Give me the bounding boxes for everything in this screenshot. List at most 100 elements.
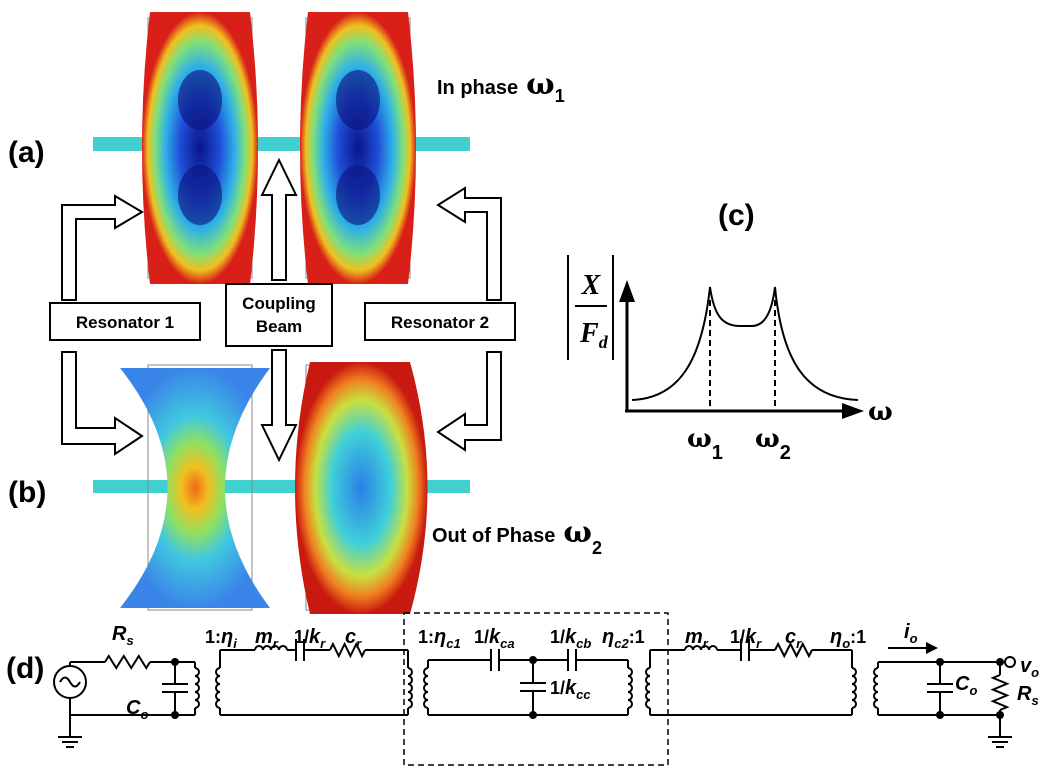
- coil: [852, 668, 856, 708]
- subscript: cb: [576, 636, 591, 651]
- capacitor: [927, 684, 953, 692]
- component-label: mr: [685, 626, 709, 651]
- label-symbol: C: [955, 673, 970, 695]
- component-label: 1:ηc1: [418, 626, 461, 651]
- numerator: X: [581, 270, 602, 301]
- coil: [628, 668, 632, 708]
- junction: [171, 711, 179, 719]
- capacitor: [568, 649, 576, 671]
- label-prefix: 1/: [550, 678, 565, 698]
- arrow: [62, 352, 142, 454]
- arrow: [62, 196, 142, 300]
- coil: [874, 668, 878, 708]
- label-suffix: :1: [629, 627, 645, 647]
- subscript: o: [969, 683, 977, 698]
- component-label: cr: [785, 626, 802, 651]
- figure: (a) (b) (c) (d) Resonator 1 Coupling Bea…: [0, 0, 1061, 775]
- label-symbol: c: [345, 626, 356, 648]
- ground: [58, 737, 82, 747]
- subscript: 2: [780, 442, 791, 464]
- label-prefix: 1:: [205, 627, 221, 647]
- response-curve: [632, 287, 858, 400]
- junction: [936, 711, 944, 719]
- label-suffix: :1: [850, 627, 866, 647]
- mode-lobe: [336, 70, 380, 130]
- subscript: s: [126, 633, 133, 648]
- panel-label: (d): [6, 652, 44, 685]
- coil: [195, 668, 199, 708]
- arrowhead: [842, 403, 864, 419]
- denominator: Fd: [579, 318, 609, 352]
- arrow: [262, 160, 296, 280]
- subscript: ca: [500, 636, 514, 651]
- subscript: r: [320, 636, 326, 651]
- label-symbol: η: [434, 626, 446, 648]
- mode-lobe: [178, 165, 222, 225]
- component-label: Rs: [1017, 683, 1039, 708]
- label-symbol: m: [685, 626, 703, 648]
- output-terminal: [1005, 657, 1015, 667]
- component-label: 1/kca: [474, 626, 515, 651]
- omega: ω: [755, 424, 780, 454]
- peak-label: ω1: [687, 424, 723, 464]
- subscript: c1: [446, 636, 460, 651]
- component-label: ηo:1: [830, 626, 866, 651]
- mode-lobe: [178, 70, 222, 130]
- junction: [529, 711, 537, 719]
- coil: [408, 668, 412, 708]
- resonator: [295, 362, 428, 614]
- label-symbol: R: [112, 623, 127, 645]
- component-label: cr: [345, 626, 362, 651]
- capacitor: [491, 649, 499, 671]
- subscript: o: [842, 636, 850, 651]
- denominator-main: F: [579, 318, 599, 349]
- subscript: i: [233, 636, 237, 651]
- mode-text: In phase: [437, 77, 518, 99]
- omega: ω: [526, 67, 555, 102]
- component-label: 1/kr: [294, 626, 326, 651]
- component-label: Co: [126, 697, 148, 722]
- coil: [216, 668, 220, 708]
- capacitor: [520, 683, 546, 691]
- box-label: Resonator 2: [391, 313, 489, 332]
- component-label: Co: [955, 673, 977, 698]
- subscript: 1: [712, 442, 723, 464]
- resonator: [300, 12, 416, 284]
- response-graph: X Fd ω ω1 ω2: [568, 255, 893, 464]
- subscript: c2: [614, 636, 629, 651]
- box-label: Coupling: [242, 294, 316, 313]
- omega: ω: [687, 424, 712, 454]
- subscript: o: [910, 631, 918, 646]
- arrow: [438, 352, 501, 450]
- mode-text: Out of Phase: [432, 525, 555, 547]
- subscript: r: [356, 636, 362, 651]
- subscript: o: [1031, 665, 1039, 680]
- arrowhead: [619, 280, 635, 302]
- component-label: 1:ηi: [205, 626, 237, 651]
- label-symbol: m: [255, 626, 273, 648]
- subscript: r: [756, 636, 762, 651]
- component-label: 1/kcc: [550, 677, 591, 702]
- subscript: cc: [576, 687, 591, 702]
- panel-label: (c): [718, 199, 755, 232]
- component-label: ηc2:1: [602, 626, 645, 651]
- subscript: d: [599, 332, 609, 352]
- subscript: s: [1031, 693, 1038, 708]
- label-symbol: η: [221, 626, 233, 648]
- peak-label: ω2: [755, 424, 791, 464]
- label-symbol: η: [602, 626, 614, 648]
- label-prefix: 1/: [730, 627, 745, 647]
- capacitor: [162, 684, 188, 692]
- label-symbol: C: [126, 697, 141, 719]
- mode-lobe: [336, 165, 380, 225]
- label-symbol: η: [830, 626, 842, 648]
- mode-label: In phaseω1: [437, 67, 565, 106]
- arrow: [262, 350, 296, 460]
- junction: [936, 658, 944, 666]
- label-symbol: c: [785, 626, 796, 648]
- label-prefix: 1/: [550, 627, 565, 647]
- box-label: Beam: [256, 317, 302, 336]
- component-label: io: [904, 621, 918, 646]
